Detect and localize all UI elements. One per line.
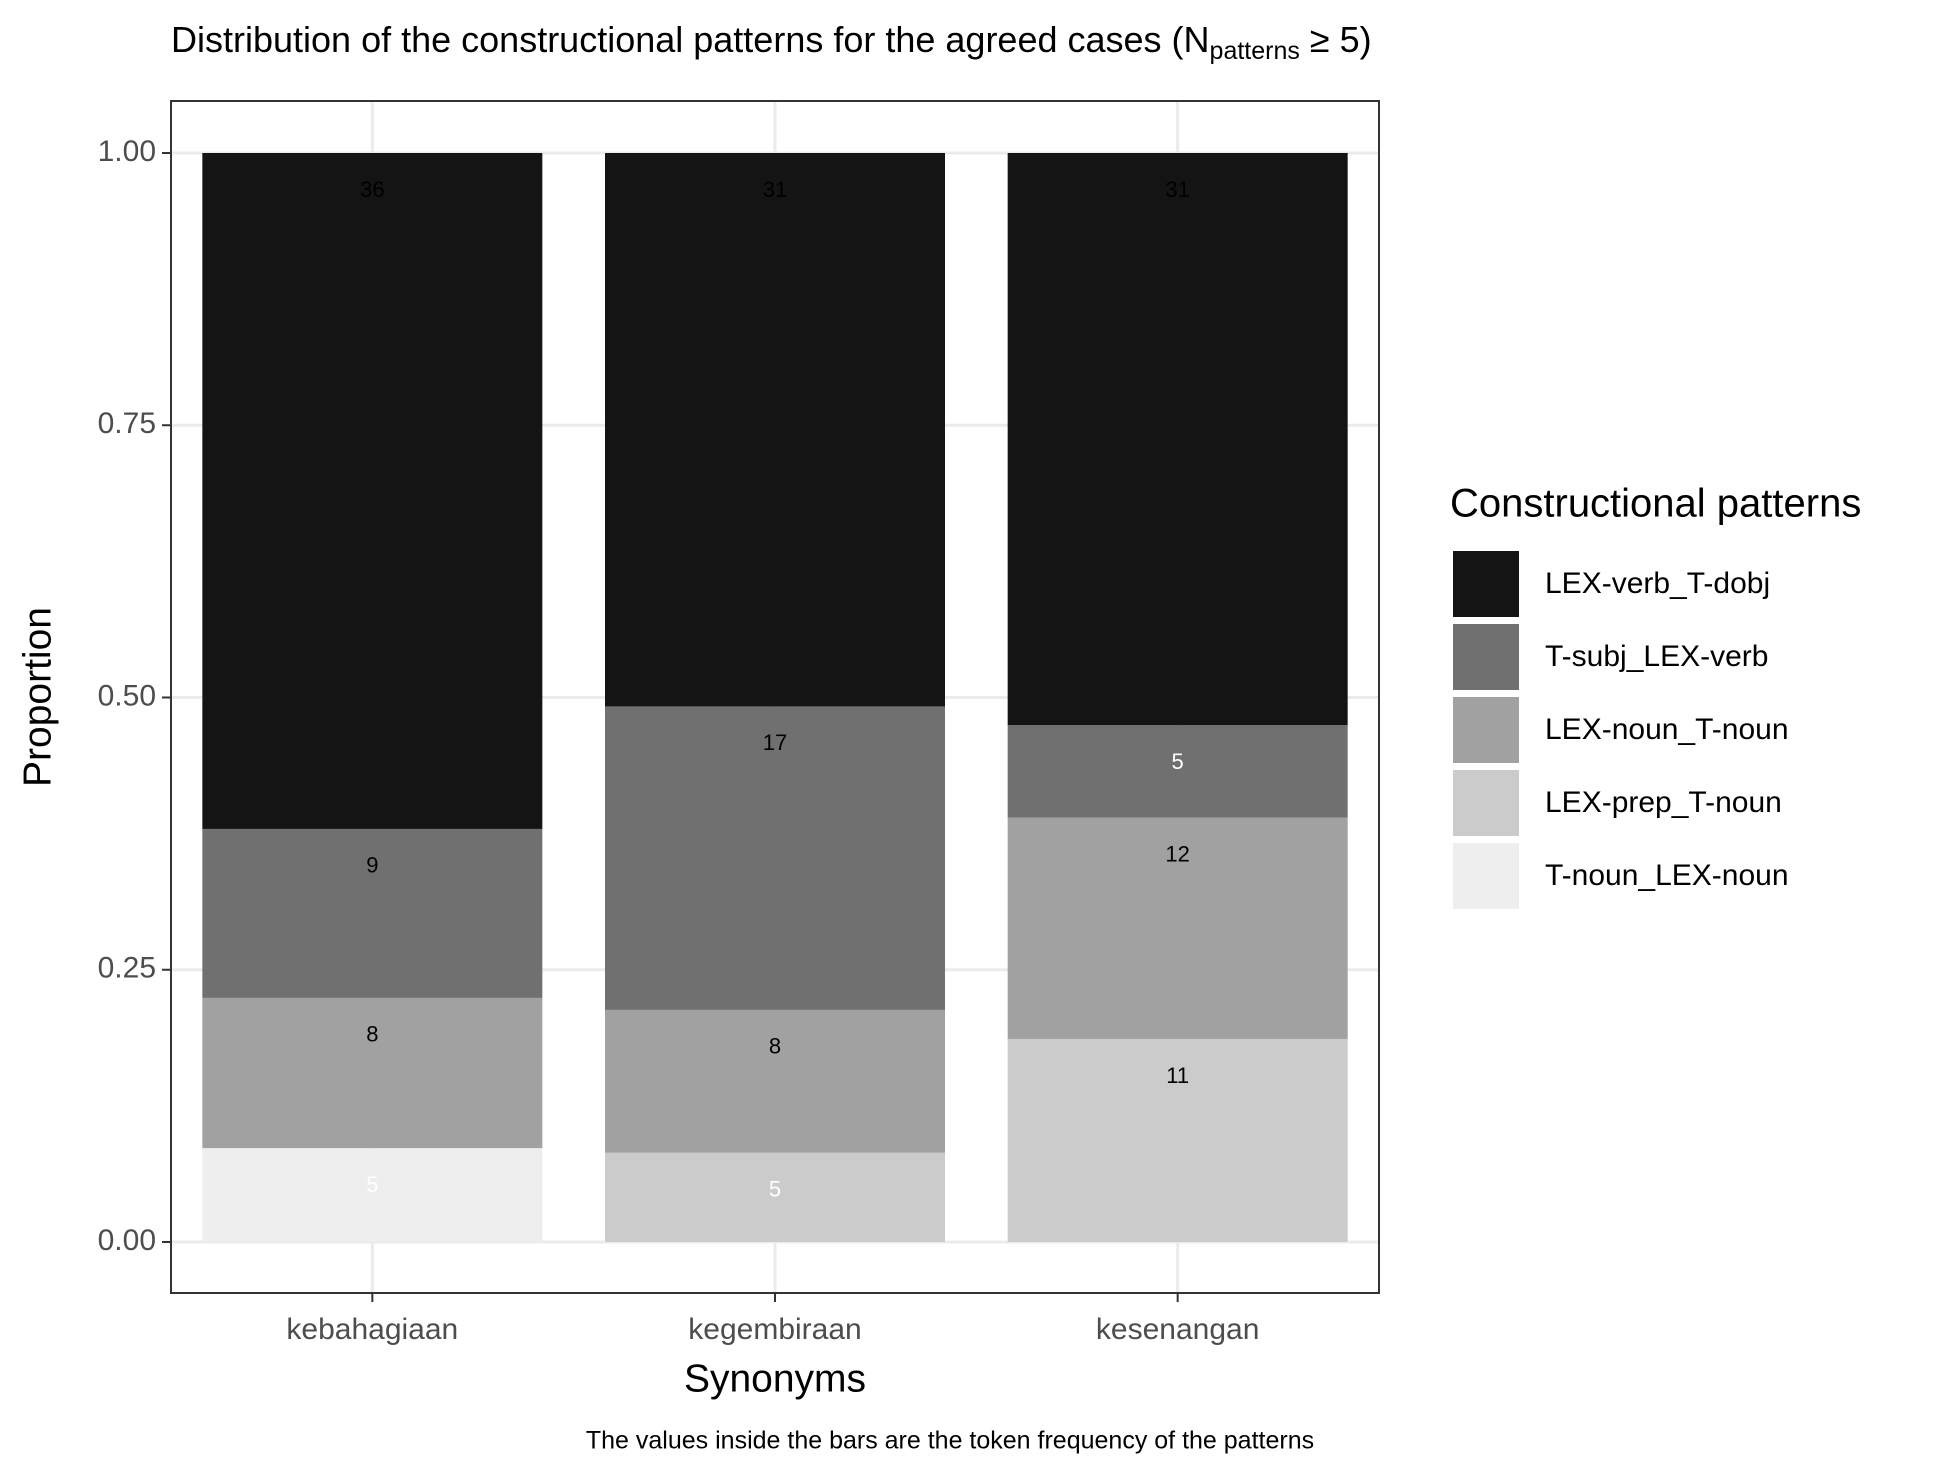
bar-segment xyxy=(1007,817,1348,1039)
x-tick-label: kesenangan xyxy=(1096,1313,1259,1346)
bar-segment xyxy=(1007,1038,1348,1242)
bar-segment xyxy=(202,997,543,1149)
value-label: 36 xyxy=(360,177,384,202)
value-label: 5 xyxy=(1172,749,1184,774)
legend-key xyxy=(1453,697,1519,763)
bar-segment xyxy=(202,153,543,829)
y-tick-label: 0.25 xyxy=(98,952,156,985)
bar-segment xyxy=(605,1152,945,1242)
value-label: 11 xyxy=(1166,1063,1189,1088)
bar-segment xyxy=(1007,153,1348,726)
bar-segment xyxy=(605,153,945,707)
value-label: 31 xyxy=(1165,177,1189,202)
value-label: 31 xyxy=(763,177,787,202)
x-tick-label: kebahagiaan xyxy=(286,1313,458,1346)
title-part: Distribution of the constructional patte… xyxy=(171,19,1210,60)
value-label: 8 xyxy=(769,1034,781,1059)
value-label: 17 xyxy=(763,730,787,755)
value-label: 12 xyxy=(1165,841,1189,866)
legend-key xyxy=(1453,843,1519,909)
chart-title: Distribution of the constructional patte… xyxy=(171,19,1372,65)
x-tick-label: kegembiraan xyxy=(688,1313,861,1346)
legend-label: LEX-verb_T-dobj xyxy=(1545,567,1770,600)
legend-key xyxy=(1453,770,1519,836)
legend-title: Constructional patterns xyxy=(1450,482,1861,526)
bar-segment xyxy=(202,828,543,998)
y-tick-label: 0.50 xyxy=(98,679,156,712)
y-axis-title: Proportion xyxy=(16,607,59,787)
legend-key xyxy=(1453,624,1519,690)
bar-segment xyxy=(605,706,945,1010)
bar-segment xyxy=(605,1009,945,1153)
legend-label: T-subj_LEX-verb xyxy=(1545,640,1768,673)
bar-segment xyxy=(1007,725,1348,818)
caption: The values inside the bars are the token… xyxy=(586,1427,1314,1455)
x-axis-title: Synonyms xyxy=(684,1357,866,1400)
y-tick-label: 0.00 xyxy=(98,1224,156,1257)
value-label: 5 xyxy=(366,1172,378,1197)
legend-key xyxy=(1453,551,1519,617)
title-part: ≥ 5) xyxy=(1300,19,1372,60)
legend-label: LEX-noun_T-noun xyxy=(1545,713,1789,746)
value-label: 8 xyxy=(366,1022,378,1047)
legend-label: T-noun_LEX-noun xyxy=(1545,859,1789,892)
bar-segment xyxy=(202,1148,543,1242)
title-part: patterns xyxy=(1210,37,1300,65)
value-label: 5 xyxy=(769,1177,781,1202)
legend-label: LEX-prep_T-noun xyxy=(1545,786,1782,819)
value-label: 9 xyxy=(366,853,378,878)
y-tick-label: 1.00 xyxy=(98,135,156,168)
y-tick-label: 0.75 xyxy=(98,407,156,440)
